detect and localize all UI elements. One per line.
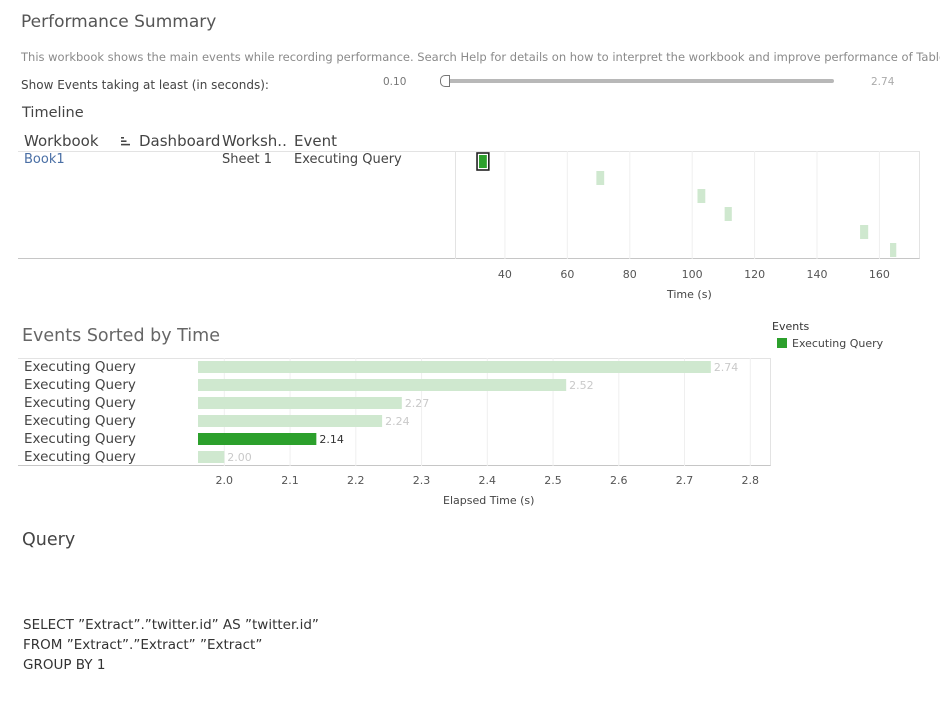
timeline-panel: [18, 151, 920, 259]
timeline-event-selection: [476, 152, 490, 171]
bar-tick-label: 2.8: [742, 474, 760, 486]
bar-row-label[interactable]: Executing Query: [24, 377, 136, 393]
bar-value-label: 2.24: [385, 415, 410, 428]
bar-tick-label: 2.3: [413, 474, 431, 486]
timeline-event-mark: [479, 155, 487, 168]
legend-label-executing-query[interactable]: Executing Query: [792, 337, 884, 350]
timeline-event-mark: [860, 225, 869, 239]
legend-swatch-executing-query[interactable]: [777, 338, 787, 348]
bar-value-label: 2.74: [714, 361, 739, 374]
bar-mark: [198, 361, 711, 373]
events-section-title: Events Sorted by Time: [22, 326, 220, 346]
bar-row-label[interactable]: Executing Query: [24, 431, 136, 447]
timeline-event-mark: [890, 243, 897, 257]
bar-tick-label: 2.0: [216, 474, 234, 486]
bar-mark: [198, 379, 567, 391]
bar-tick-label: 2.7: [676, 474, 694, 486]
bar-tick-label: 2.2: [347, 474, 365, 486]
timeline-chart[interactable]: 40 60 80 100 120 140 160: [455, 151, 920, 296]
duration-filter-label: Show Events taking at least (in seconds)…: [21, 78, 269, 92]
timeline-tick-label: 40: [498, 268, 512, 281]
legend-title: Events: [772, 320, 810, 333]
column-header-event[interactable]: Event: [294, 132, 337, 150]
bar-mark: [198, 415, 383, 427]
sort-icon[interactable]: [121, 137, 131, 147]
duration-slider-track[interactable]: [445, 79, 834, 83]
events-bar-panel: [18, 358, 771, 466]
slider-max-value: 2.74: [871, 76, 895, 88]
timeline-tick-label: 80: [623, 268, 637, 281]
timeline-event-mark: [724, 207, 732, 221]
bar-value-label: 2.52: [569, 379, 594, 392]
bar-value-label: 2.00: [227, 451, 252, 464]
timeline-event-mark: [596, 171, 605, 185]
query-line: GROUP BY 1: [23, 657, 106, 673]
query-line: SELECT ”Extract”.”twitter.id” AS ”twitte…: [23, 617, 319, 633]
column-header-workbook[interactable]: Workbook: [24, 132, 99, 150]
bar-tick-label: 2.6: [610, 474, 628, 486]
timeline-tick-label: 160: [869, 268, 890, 281]
timeline-event-mark: [697, 189, 706, 203]
worksheet-cell: Sheet 1: [222, 152, 272, 167]
events-bar-chart[interactable]: 2.0 2.1 2.2 2.3 2.4 2.5 2.6 2.7 2.8 2.74 2.52 2.27 2…: [198, 358, 773, 486]
bar-tick-label: 2.4: [479, 474, 497, 486]
timeline-axis-label: Time (s): [667, 288, 712, 301]
bar-row-label[interactable]: Executing Query: [24, 395, 136, 411]
bar-mark: [198, 451, 225, 463]
bar-row-label[interactable]: Executing Query: [24, 449, 136, 465]
bars-axis-label: Elapsed Time (s): [443, 494, 535, 507]
column-header-dashboard[interactable]: Dashboard: [139, 132, 221, 150]
timeline-tick-label: 100: [682, 268, 703, 281]
timeline-tick-label: 60: [560, 268, 574, 281]
duration-slider-handle[interactable]: [440, 75, 450, 87]
bar-tick-label: 2.1: [281, 474, 299, 486]
workbook-link[interactable]: Book1: [24, 152, 65, 167]
column-header-worksheet[interactable]: Worksh..: [222, 132, 287, 150]
page-title: Performance Summary: [21, 12, 217, 32]
query-title: Query: [22, 530, 76, 550]
bar-tick-label: 2.5: [544, 474, 562, 486]
slider-min-value: 0.10: [383, 76, 407, 88]
bar-row-label[interactable]: Executing Query: [24, 413, 136, 429]
bar-row-label[interactable]: Executing Query: [24, 359, 136, 375]
query-line: FROM ”Extract”.”Extract” ”Extract”: [23, 637, 263, 653]
bar-value-label: 2.27: [405, 397, 430, 410]
timeline-tick-label: 120: [744, 268, 765, 281]
event-cell: Executing Query: [294, 152, 402, 167]
timeline-tick-label: 140: [807, 268, 828, 281]
timeline-plot-area: [455, 151, 920, 259]
timeline-title: Timeline: [22, 105, 84, 121]
bar-mark: [198, 397, 402, 409]
bar-mark: [198, 433, 317, 445]
workbook-description: This workbook shows the main events whil…: [21, 50, 940, 64]
bar-value-label: 2.14: [319, 433, 344, 446]
